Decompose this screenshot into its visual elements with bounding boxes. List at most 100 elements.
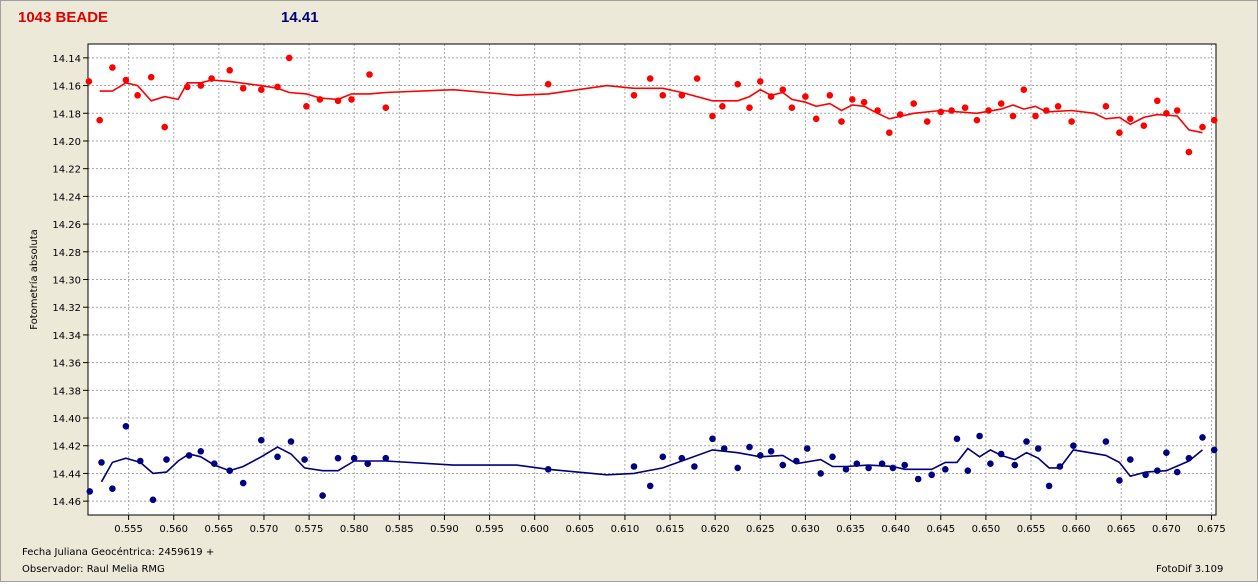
data-point-1 — [109, 64, 116, 71]
data-point-2 — [1023, 438, 1030, 445]
x-tick-label: 0.635 — [836, 524, 865, 535]
data-point-2 — [779, 461, 787, 469]
x-tick-label: 0.585 — [385, 524, 414, 535]
data-point-2 — [1185, 454, 1193, 462]
y-tick-label: 14.44 — [52, 469, 81, 480]
data-point-2 — [1056, 463, 1064, 470]
y-tick-label: 14.36 — [52, 359, 81, 370]
data-point-2 — [928, 471, 935, 479]
data-point-2 — [793, 457, 800, 465]
data-point-2 — [646, 482, 654, 490]
data-point-2 — [987, 460, 994, 468]
data-point-1 — [1163, 110, 1170, 117]
x-tick-label: 0.610 — [611, 524, 640, 535]
data-point-2 — [746, 443, 753, 451]
x-tick-label: 0.595 — [475, 524, 504, 535]
data-point-1 — [1068, 118, 1075, 125]
data-point-1 — [1020, 86, 1028, 93]
x-tick-label: 0.605 — [565, 524, 594, 535]
data-point-2 — [829, 453, 836, 461]
y-tick-label: 14.30 — [52, 276, 81, 287]
data-point-1 — [896, 111, 904, 118]
x-tick-label: 0.640 — [881, 524, 910, 535]
data-point-2 — [1034, 445, 1042, 452]
data-point-2 — [364, 460, 372, 468]
data-point-1 — [734, 80, 741, 88]
data-point-2 — [239, 479, 247, 487]
y-tick-label: 14.40 — [52, 414, 81, 425]
data-point-1 — [1054, 103, 1062, 110]
data-point-2 — [197, 448, 205, 455]
data-point-2 — [163, 456, 170, 463]
x-tick-label: 0.630 — [791, 524, 820, 535]
x-tick-label: 0.570 — [250, 524, 279, 535]
y-tick-label: 14.24 — [52, 192, 81, 203]
data-point-2 — [109, 485, 116, 493]
data-point-2 — [942, 466, 949, 473]
data-point-1 — [788, 104, 796, 111]
data-point-2 — [98, 459, 105, 466]
software-version: FotoDif 3.109 — [1156, 564, 1224, 575]
data-point-1 — [258, 86, 265, 93]
data-point-2 — [334, 454, 342, 462]
data-point-1 — [122, 76, 130, 84]
data-point-1 — [678, 92, 686, 99]
data-point-1 — [85, 78, 93, 85]
data-point-1 — [1032, 112, 1039, 120]
data-point-2 — [878, 460, 886, 468]
data-point-1 — [1154, 97, 1161, 105]
data-point-2 — [1199, 434, 1206, 441]
y-tick-label: 14.42 — [52, 442, 81, 453]
x-tick-label: 0.615 — [656, 524, 685, 535]
x-tick-label: 0.620 — [701, 524, 730, 535]
data-point-1 — [746, 104, 753, 111]
data-point-1 — [348, 96, 355, 103]
x-tick-label: 0.645 — [926, 524, 955, 535]
data-point-2 — [659, 453, 667, 461]
data-point-1 — [1009, 112, 1017, 120]
data-point-1 — [630, 92, 638, 99]
y-tick-label: 14.34 — [52, 331, 81, 342]
data-point-1 — [147, 73, 155, 81]
data-point-2 — [630, 463, 638, 470]
y-tick-label: 14.32 — [52, 303, 81, 314]
data-point-2 — [691, 463, 698, 470]
y-tick-label: 14.46 — [52, 497, 81, 508]
data-point-1 — [316, 96, 324, 103]
data-point-1 — [1102, 103, 1110, 110]
plot-frame — [87, 43, 1217, 516]
data-point-1 — [1199, 123, 1206, 131]
magnitude-label: 14.41 — [281, 9, 319, 26]
data-point-2 — [122, 423, 130, 430]
data-point-2 — [382, 454, 390, 462]
data-point-1 — [366, 71, 373, 78]
data-point-2 — [149, 496, 157, 504]
data-point-2 — [350, 454, 358, 462]
data-point-2 — [720, 445, 728, 452]
data-point-1 — [973, 116, 981, 124]
observer-label: Observador: Raul Melia RMG — [22, 564, 165, 575]
data-point-2 — [889, 464, 897, 472]
x-tick-label: 0.655 — [1017, 524, 1046, 535]
data-point-1 — [1140, 122, 1148, 129]
data-point-1 — [334, 97, 342, 105]
data-point-1 — [948, 107, 955, 114]
data-point-2 — [1163, 449, 1170, 457]
data-point-1 — [1173, 107, 1181, 114]
data-point-1 — [874, 107, 881, 114]
data-point-2 — [1173, 468, 1181, 476]
y-axis-label: Fotometría absoluta — [28, 229, 40, 330]
data-point-1 — [910, 100, 917, 107]
data-point-1 — [285, 54, 293, 62]
y-tick-label: 14.26 — [52, 220, 81, 231]
data-point-2 — [258, 436, 265, 444]
data-point-1 — [1185, 148, 1193, 156]
trend-line-1 — [99, 79, 1203, 134]
data-point-1 — [997, 100, 1005, 107]
data-point-1 — [757, 78, 764, 85]
data-point-2 — [709, 435, 716, 443]
data-point-2 — [1045, 482, 1053, 490]
data-point-2 — [767, 448, 775, 455]
